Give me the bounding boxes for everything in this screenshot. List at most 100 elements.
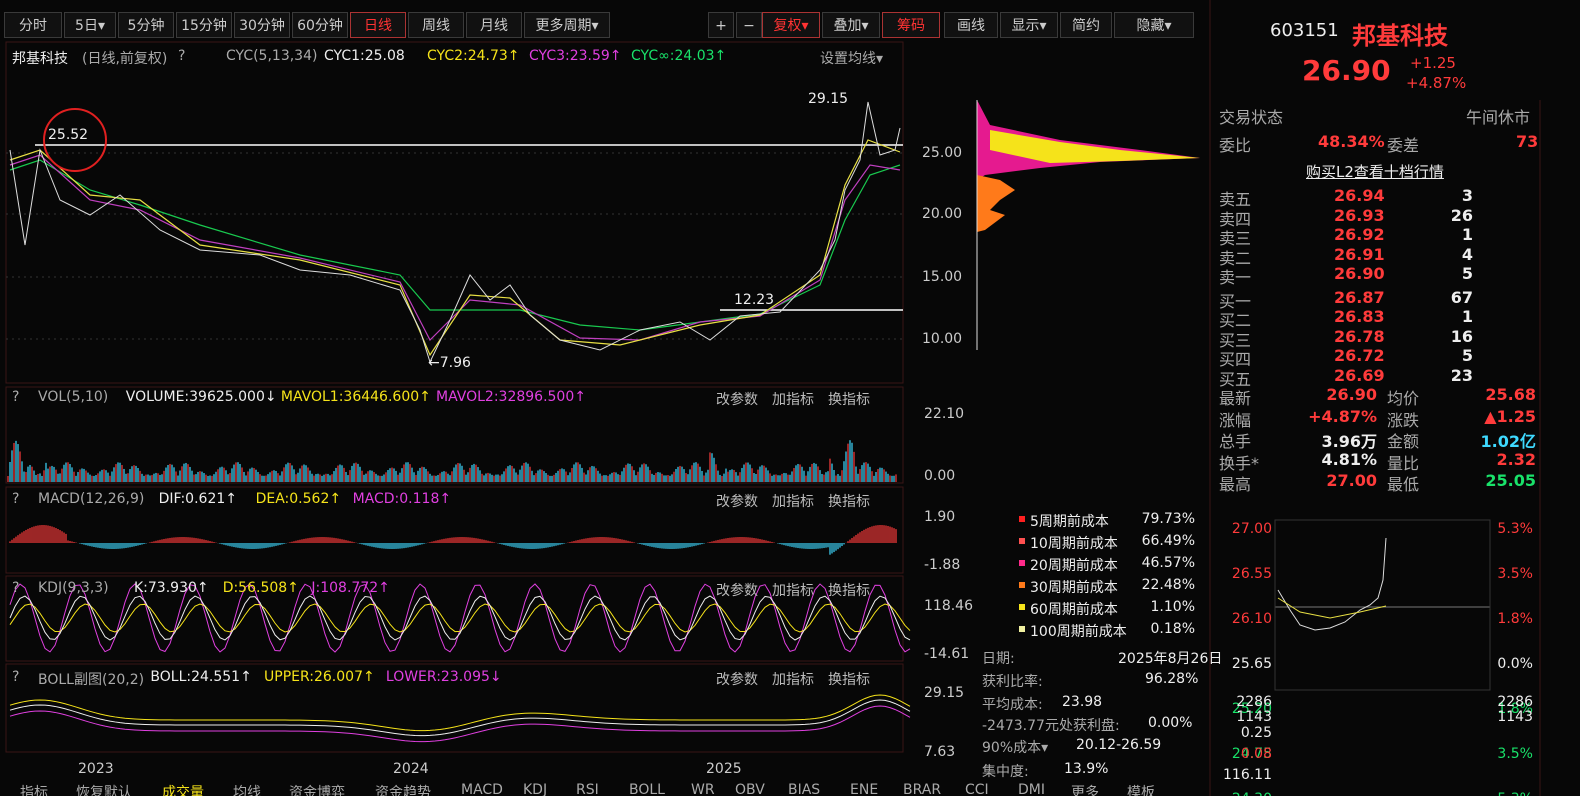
bottom-tab[interactable]: OBV	[735, 782, 765, 796]
chip-label: 10周期前成本	[1030, 536, 1118, 552]
toolbar-tool[interactable]: +	[708, 12, 734, 38]
book-side: 买四	[1219, 350, 1252, 369]
toolbar-tab[interactable]: 月线	[466, 12, 522, 38]
book-price: 26.93	[1334, 205, 1385, 225]
toolbar-tab[interactable]: 日线	[350, 12, 406, 38]
book-volume: 1	[1461, 307, 1473, 326]
toolbar-tab[interactable]: 分时	[4, 12, 62, 38]
book-volume: 3	[1461, 186, 1473, 205]
mini-y-label: 26.10	[1231, 611, 1272, 627]
toolbar-tool[interactable]: 简约	[1060, 12, 1112, 38]
y-tick-label: 1.90	[924, 509, 956, 525]
help-icon[interactable]: ?	[12, 669, 20, 685]
mini-ind-label: 0.25	[1240, 725, 1272, 741]
bottom-tab[interactable]: KDJ	[523, 782, 548, 796]
bottom-tab[interactable]: WR	[691, 782, 715, 796]
bottom-tab[interactable]: BRAR	[903, 782, 942, 796]
panel-button[interactable]: 加指标	[772, 392, 814, 408]
panel-button[interactable]: 换指标	[828, 583, 870, 599]
panel-button[interactable]: 换指标	[828, 672, 870, 688]
panel-button[interactable]: 加指标	[772, 494, 814, 510]
panel-button[interactable]: 加指标	[772, 583, 814, 599]
chip-stat-label: -2473.77元处获利盘:	[982, 718, 1120, 734]
panel-button[interactable]: 换指标	[828, 494, 870, 510]
kdj-line	[9, 595, 911, 641]
mini-vol-label: 1143	[1497, 709, 1533, 725]
bottom-tab[interactable]: CCI	[965, 782, 989, 796]
ma-setting[interactable]: 设置均线▾	[820, 51, 884, 67]
bottom-tab[interactable]: 资金博弈	[289, 785, 345, 796]
toolbar-tool[interactable]: −	[736, 12, 762, 38]
toolbar-tab[interactable]: 5分钟	[118, 12, 174, 38]
panel-help: BOLL副图(20,2)	[38, 672, 145, 688]
toolbar-tool[interactable]: 复权▾	[762, 12, 820, 38]
toolbar-tab[interactable]: 60分钟	[292, 12, 348, 38]
bottom-tab[interactable]: ENE	[850, 782, 879, 796]
help-icon[interactable]: ?	[12, 580, 20, 596]
boll-line	[9, 699, 911, 737]
indicator-name: CYC(5,13,34)	[226, 48, 318, 64]
chip-label: 60周期前成本	[1030, 602, 1118, 618]
y-tick-label: 118.46	[924, 598, 973, 614]
book-price: 26.78	[1334, 326, 1385, 346]
toolbar-tool[interactable]: 画线	[944, 12, 998, 38]
toolbar-tab[interactable]: 更多周期▾	[524, 12, 610, 38]
toolbar-tool[interactable]: 叠加▾	[822, 12, 880, 38]
panel-button[interactable]: 改参数	[716, 672, 758, 688]
annotation: ←7.96	[428, 355, 471, 371]
bottom-tab[interactable]: BIAS	[788, 782, 821, 796]
mini-frame	[1274, 519, 1491, 691]
panel-button[interactable]: 加指标	[772, 672, 814, 688]
indicator-value: CYC3:23.59↑	[529, 48, 622, 64]
period: (日线,前复权)	[82, 51, 168, 67]
bottom-tab[interactable]: 更多	[1071, 785, 1099, 796]
stat-label: 涨幅	[1219, 410, 1252, 430]
stock-name: 邦基科技	[12, 51, 68, 67]
chip-label: 30周期前成本	[1030, 580, 1118, 596]
chip-stat-value: 0.00%	[1148, 715, 1193, 731]
book-price: 26.72	[1334, 346, 1385, 365]
panel-button[interactable]: 改参数	[716, 392, 758, 408]
book-volume: 67	[1450, 287, 1473, 307]
help-icon[interactable]: ?	[12, 491, 20, 507]
bottom-tab[interactable]: 资金趋势	[375, 785, 431, 796]
chip-area	[990, 130, 1200, 163]
mini-y2-label: 1.8%	[1497, 701, 1533, 717]
toolbar-tab[interactable]: 30分钟	[234, 12, 290, 38]
bottom-tab[interactable]: BOLL	[629, 782, 665, 796]
bottom-tab[interactable]: 恢复默认	[76, 785, 132, 796]
toolbar-tab[interactable]: 5日▾	[64, 12, 116, 38]
toolbar-tool[interactable]: 显示▾	[1000, 12, 1058, 38]
panel-help: MACD(12,26,9)	[38, 491, 145, 507]
ratio: 48.34%	[1318, 132, 1385, 151]
chip-label: 20周期前成本	[1030, 558, 1118, 574]
status: 午间休市	[1466, 108, 1531, 127]
mini-y-label: 27.00	[1231, 521, 1272, 537]
panel-value: DIF:0.621↑	[158, 491, 237, 507]
frames	[5, 0, 1541, 796]
book-side: 卖二	[1219, 248, 1252, 268]
chip-value: 46.57%	[1141, 555, 1195, 571]
toolbar-tool[interactable]: 隐藏▾	[1114, 12, 1194, 38]
indicator-value: CYC2:24.73↑	[427, 48, 520, 64]
panel-button[interactable]: 换指标	[828, 392, 870, 408]
toolbar-tab[interactable]: 周线	[408, 12, 464, 38]
bottom-tab[interactable]: MACD	[461, 782, 503, 796]
panel-button[interactable]: 改参数	[716, 494, 758, 510]
stat-value: 27.00	[1326, 471, 1377, 490]
help-icon[interactable]: ?	[12, 389, 20, 405]
bottom-tab[interactable]: 指标	[20, 785, 48, 796]
toolbar-tab[interactable]: 15分钟	[176, 12, 232, 38]
panel-button[interactable]: 改参数	[716, 583, 758, 599]
bottom-tab[interactable]: 模板	[1127, 785, 1155, 796]
bottom-tab[interactable]: RSI	[576, 782, 599, 796]
panel-value: UPPER:26.007↑	[264, 669, 375, 685]
bottom-tab[interactable]: DMI	[1018, 782, 1045, 796]
bottom-tab[interactable]: 成交量	[162, 785, 204, 796]
toolbar-tool[interactable]: 筹码	[882, 12, 940, 38]
l2-link[interactable]: 购买L2查看十档行情	[1306, 163, 1444, 181]
bottom-tab[interactable]: 均线	[233, 785, 261, 796]
change: +1.25	[1410, 54, 1456, 72]
mini-avg	[1277, 597, 1387, 619]
mini-y2-label: 0.0%	[1497, 656, 1533, 672]
